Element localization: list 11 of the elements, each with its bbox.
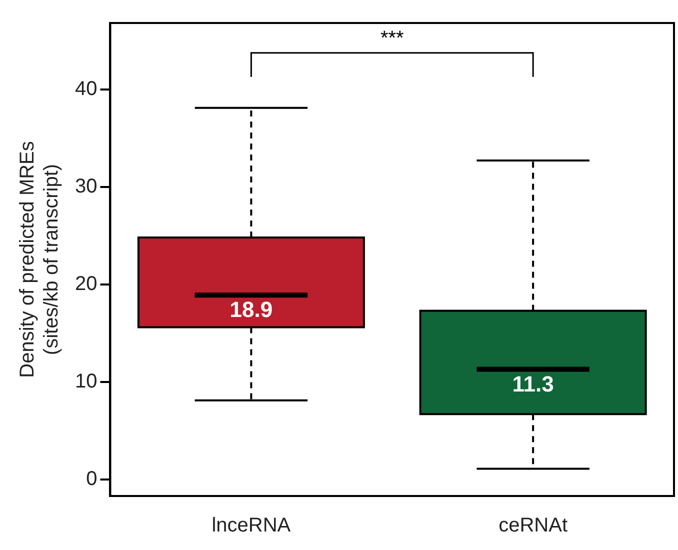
x-tick-label: ceRNAt	[498, 514, 568, 537]
annotation: ***	[380, 27, 404, 50]
y-axis-title: Density of predicted MREs (sites/kb of transcript)	[16, 141, 63, 378]
text: 11.3	[512, 371, 554, 396]
y-tick-label: 20	[74, 272, 98, 295]
y-tick-label: 0	[86, 468, 98, 490]
y-tick-label: 40	[74, 78, 98, 100]
text: 18.9	[230, 297, 273, 322]
x-tick-label: lnceRNA	[212, 514, 292, 537]
y-tick-label: 30	[74, 175, 98, 198]
y-tick-label: 10	[74, 370, 98, 392]
